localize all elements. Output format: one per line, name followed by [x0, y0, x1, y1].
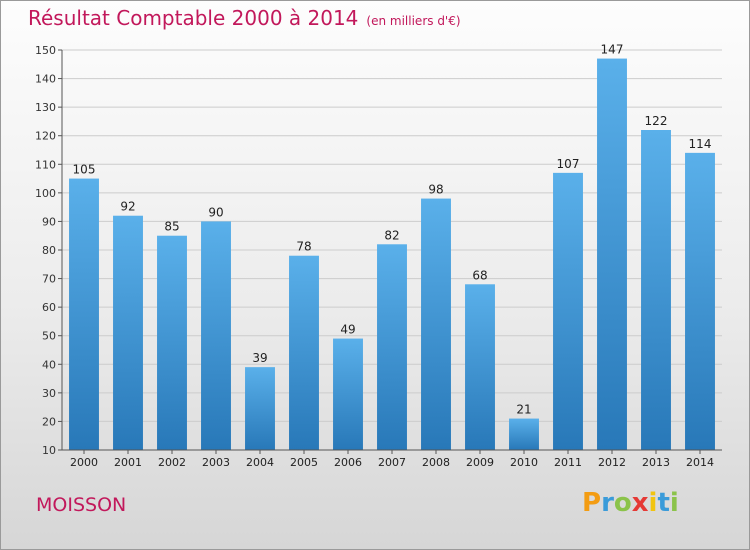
data-label: 98: [428, 183, 443, 197]
y-tick-label: 90: [42, 215, 56, 228]
x-tick-label: 2004: [246, 456, 274, 469]
y-tick-label: 120: [35, 130, 56, 143]
data-label: 49: [340, 323, 355, 337]
x-tick-label: 2014: [686, 456, 714, 469]
logo-letter: x: [631, 488, 649, 518]
data-label: 147: [601, 43, 624, 57]
x-tick-label: 2009: [466, 456, 494, 469]
y-tick-label: 40: [42, 358, 56, 371]
x-tick-label: 2003: [202, 456, 230, 469]
y-tick-label: 100: [35, 187, 56, 200]
chart-title-text: Résultat Comptable 2000 à 2014: [28, 6, 359, 30]
logo-letter: o: [613, 488, 632, 518]
data-label: 114: [689, 137, 712, 151]
y-tick-label: 60: [42, 301, 56, 314]
x-tick-label: 2008: [422, 456, 450, 469]
logo-letter: r: [601, 488, 614, 518]
data-label: 68: [472, 268, 487, 282]
data-label: 107: [557, 157, 580, 171]
y-tick-label: 70: [42, 273, 56, 286]
logo-letter: P: [582, 488, 602, 518]
logo-letter: t: [657, 488, 670, 518]
x-tick-label: 2013: [642, 456, 670, 469]
bar: [509, 418, 539, 450]
bar: [245, 367, 275, 450]
data-label: 85: [164, 220, 179, 234]
logo-letter: i: [669, 488, 679, 518]
bars: [69, 58, 715, 451]
data-label: 105: [73, 163, 96, 177]
x-tick-label: 2001: [114, 456, 142, 469]
bar: [641, 130, 671, 450]
data-label: 78: [296, 240, 311, 254]
proxiti-logo: Proxiti: [582, 488, 679, 518]
bar: [553, 172, 583, 450]
data-label: 39: [252, 351, 267, 365]
y-tick-label: 20: [42, 415, 56, 428]
bar: [333, 338, 363, 450]
bar: [465, 284, 495, 450]
y-tick-label: 50: [42, 330, 56, 343]
y-tick-label: 30: [42, 387, 56, 400]
bar: [157, 235, 187, 450]
data-label: 122: [645, 114, 668, 128]
x-tick-label: 2002: [158, 456, 186, 469]
data-label: 90: [208, 205, 223, 219]
logo-letter: i: [648, 488, 658, 518]
bar: [685, 152, 715, 450]
x-tick-label: 2011: [554, 456, 582, 469]
commune-name: MOISSON: [36, 494, 127, 516]
y-tick-label: 140: [35, 73, 56, 86]
bar: [201, 221, 231, 450]
x-tick-label: 2010: [510, 456, 538, 469]
chart-subtitle: (en milliers d'€): [366, 14, 461, 28]
x-tick-label: 2007: [378, 456, 406, 469]
y-tick-label: 10: [42, 444, 56, 457]
x-tick-label: 2000: [70, 456, 98, 469]
bar: [377, 244, 407, 450]
chart-title: Résultat Comptable 2000 à 2014 (en millie…: [28, 6, 461, 30]
x-tick-label: 2012: [598, 456, 626, 469]
x-tick-label: 2005: [290, 456, 318, 469]
data-label: 92: [120, 200, 135, 214]
y-tick-label: 130: [35, 101, 56, 114]
axes: [58, 49, 722, 454]
bar: [289, 255, 319, 450]
data-label: 82: [384, 228, 399, 242]
bar: [69, 178, 99, 451]
bar: [113, 215, 143, 450]
bar: [597, 58, 627, 450]
y-tick-label: 80: [42, 244, 56, 257]
x-tick-label: 2006: [334, 456, 362, 469]
bar: [421, 198, 451, 450]
labels: 10 20 30 40 50 60 70 80 90 100 110 120 130 140 150 105 2…: [35, 43, 714, 469]
data-label: 21: [516, 403, 531, 417]
y-tick-label: 150: [35, 44, 56, 57]
y-tick-label: 110: [35, 158, 56, 171]
